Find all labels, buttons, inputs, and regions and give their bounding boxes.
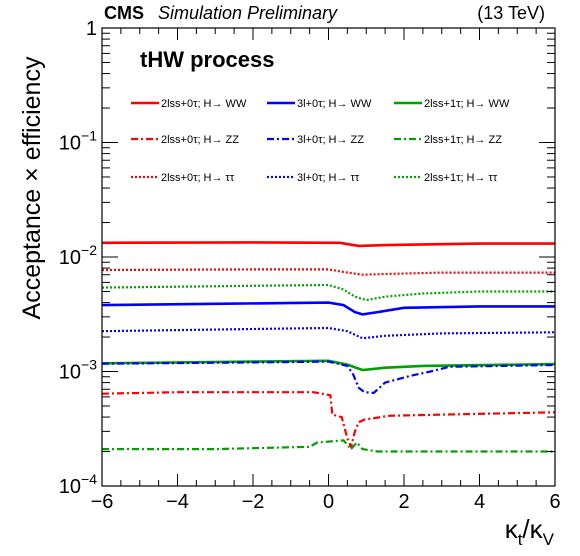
series-line-1 <box>101 241 555 248</box>
series-line-8 <box>101 326 556 340</box>
x-tick-label: −2 <box>242 491 265 513</box>
y-tick-label-base: 10 <box>59 247 81 269</box>
legend-label-6: 2lss+1τ; H→ ZZ <box>424 134 502 146</box>
legend-label-1: 2lss+0τ; H→ WW <box>161 98 247 110</box>
status-label: Simulation Preliminary <box>158 3 338 23</box>
series-line-2 <box>101 301 555 316</box>
series-line-7 <box>101 268 555 276</box>
y-tick-label: 10−2 <box>59 242 97 269</box>
x-axis-label-sub-t: t <box>518 530 523 549</box>
process-label: tHW process <box>140 47 274 72</box>
plot-frame <box>101 27 556 487</box>
axis-ticks <box>101 27 556 487</box>
legend: 2lss+0τ; H→ WW 3l+0τ; H→ WW 2lss+1τ; H→ WW… <box>131 98 510 184</box>
x-axis-label-sub-v: V <box>543 530 555 549</box>
y-tick-label-exponent: −3 <box>81 357 97 373</box>
tick-labels: −6 −4 −2 0 2 4 610−410−310−210−11 <box>59 18 561 513</box>
energy-label: (13 TeV) <box>477 3 545 23</box>
y-tick-label-base: 10 <box>59 133 81 155</box>
legend-label-2: 3l+0τ; H→ WW <box>297 98 372 110</box>
legend-label-7: 2lss+0τ; H→ ττ <box>161 172 235 184</box>
x-tick-label: 4 <box>474 491 485 513</box>
y-axis-label: Acceptance × efficiency <box>18 56 46 319</box>
y-tick-label-base: 10 <box>59 476 81 498</box>
x-tick-label: 6 <box>549 491 560 513</box>
y-tick-label-base: 1 <box>86 18 97 40</box>
x-axis-label: κt/κV <box>505 514 555 549</box>
series-layer <box>101 241 556 453</box>
legend-label-5: 3l+0τ; H→ ZZ <box>297 134 364 146</box>
x-axis-label-slash: /κ <box>522 514 543 544</box>
series-line-4 <box>101 391 556 451</box>
legend-label-8: 3l+0τ; H→ ττ <box>297 172 360 184</box>
series-line-9 <box>101 283 555 302</box>
legend-label-9: 2lss+1τ; H→ ττ <box>424 172 498 184</box>
x-axis-label-kappa: κ <box>505 514 519 544</box>
y-tick-label: 10−4 <box>59 471 97 498</box>
series-line-6 <box>102 439 555 453</box>
y-tick-label: 1 <box>86 18 97 40</box>
experiment-label: CMS <box>104 3 144 23</box>
y-tick-label-exponent: −1 <box>81 128 97 144</box>
x-tick-label: −6 <box>91 491 114 513</box>
series-line-3 <box>101 359 556 372</box>
y-tick-label-exponent: −4 <box>81 471 97 487</box>
x-tick-label: −4 <box>166 491 189 513</box>
y-tick-label: 10−3 <box>59 357 97 384</box>
x-tick-label: 0 <box>323 491 334 513</box>
y-tick-label-base: 10 <box>59 362 81 384</box>
y-tick-label: 10−1 <box>59 128 97 155</box>
legend-label-4: 2lss+0τ; H→ ZZ <box>161 134 239 146</box>
x-tick-label: 2 <box>398 491 409 513</box>
y-tick-label-exponent: −2 <box>81 242 97 258</box>
series-line-5 <box>101 360 556 395</box>
legend-label-3: 2lss+1τ; H→ WW <box>424 98 510 110</box>
